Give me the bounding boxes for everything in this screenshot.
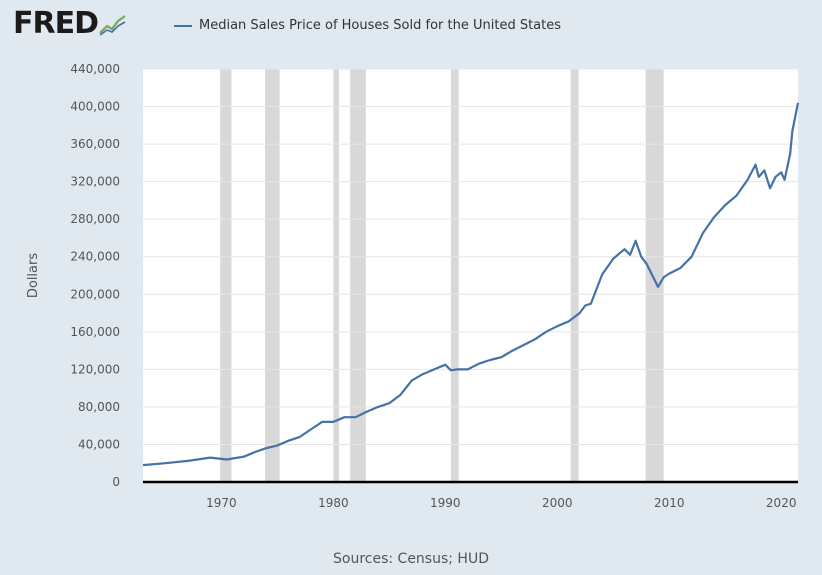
y-tick-label: 0 <box>112 475 120 489</box>
recession-band <box>350 69 366 482</box>
y-tick-label: 280,000 <box>70 212 120 226</box>
source-note: Sources: Census; HUD <box>333 551 489 567</box>
x-tick-label: 1980 <box>318 496 349 510</box>
logo-text: FRED <box>13 6 99 41</box>
recession-band <box>333 69 339 482</box>
y-tick-label: 360,000 <box>70 137 120 151</box>
recession-band <box>570 69 579 482</box>
y-tick-label: 400,000 <box>70 100 120 114</box>
x-tick-label: 2000 <box>542 496 573 510</box>
y-tick-label: 200,000 <box>70 287 120 301</box>
y-tick-label: 40,000 <box>78 437 120 451</box>
y-tick-label: 160,000 <box>70 325 120 339</box>
x-tick-label: 1990 <box>430 496 461 510</box>
recession-band <box>220 69 232 482</box>
series-line <box>142 102 800 467</box>
x-tick-label: 2010 <box>654 496 685 510</box>
y-tick-label: 320,000 <box>70 175 120 189</box>
y-axis-label: Dollars <box>26 253 41 298</box>
x-tick-label: 2020 <box>766 496 797 510</box>
x-tick-label: 1970 <box>206 496 237 510</box>
legend-swatch <box>174 24 192 27</box>
y-tick-label: 240,000 <box>70 250 120 264</box>
line-chart-icon <box>99 15 126 36</box>
recession-band <box>645 69 664 482</box>
chart-header: FRED Median Sales Price of Houses Sold f… <box>0 0 822 60</box>
recession-band <box>265 69 280 482</box>
legend-series-label: Median Sales Price of Houses Sold for th… <box>199 18 562 33</box>
fred-logo[interactable]: FRED <box>13 9 128 39</box>
recession-band <box>450 69 459 482</box>
plot-area <box>143 69 798 482</box>
y-tick-label: 440,000 <box>70 62 120 76</box>
legend: Median Sales Price of Houses Sold for th… <box>174 18 561 33</box>
y-tick-label: 120,000 <box>70 362 120 376</box>
y-tick-label: 80,000 <box>78 400 120 414</box>
